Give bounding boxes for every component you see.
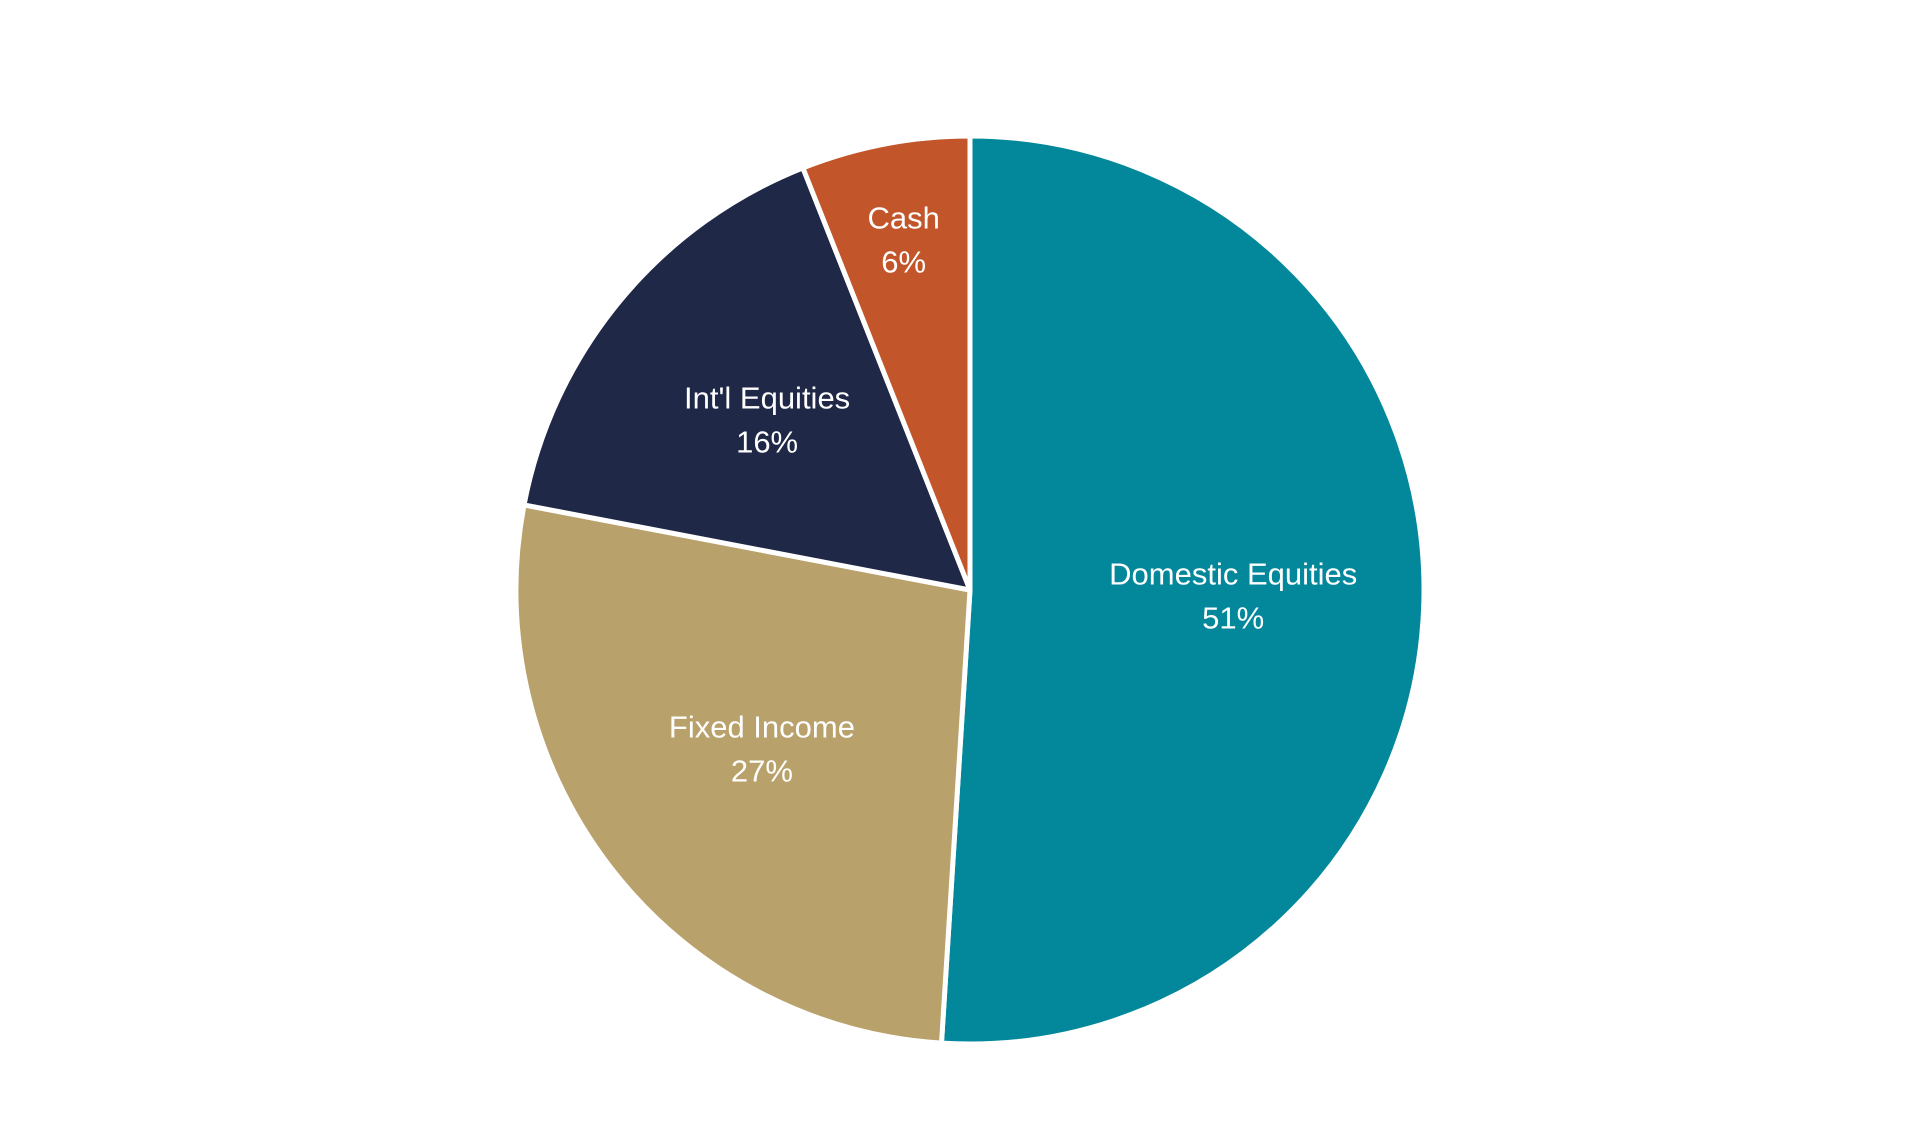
pie-slice — [800, 133, 973, 593]
slice-label: Fixed Income — [669, 710, 855, 745]
pie-slice — [513, 502, 973, 1046]
slice-value-label: 51% — [1202, 600, 1264, 635]
slice-label: Int'l Equities — [684, 380, 850, 415]
slice-value-label: 6% — [881, 244, 926, 279]
slice-value-label: 27% — [731, 754, 793, 789]
pie-slice — [521, 165, 973, 593]
slice-value-label: 16% — [736, 424, 798, 459]
pie-slice — [938, 133, 1427, 1047]
slice-label: Domestic Equities — [1109, 556, 1357, 591]
slice-label: Cash — [867, 200, 939, 235]
